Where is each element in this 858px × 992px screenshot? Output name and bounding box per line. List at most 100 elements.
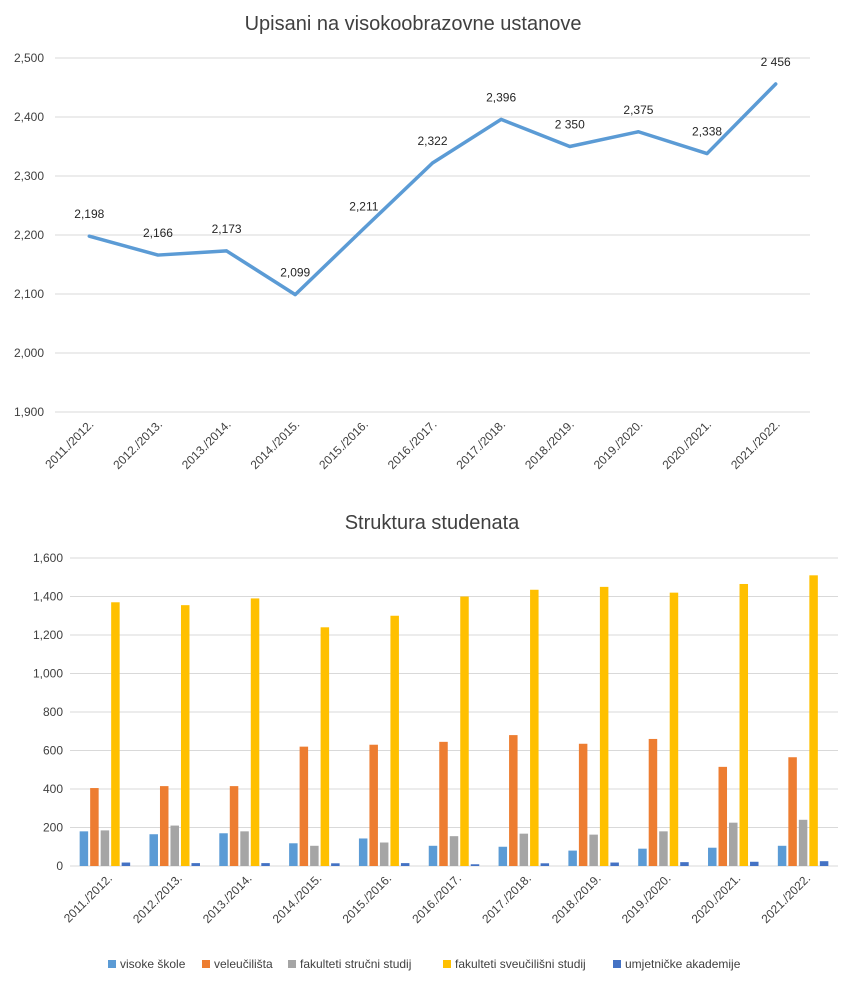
- bar-x-tick-label: 2018./2019.: [549, 871, 604, 926]
- line-data-label: 2,166: [143, 226, 173, 240]
- line-data-point: [156, 253, 160, 257]
- line-data-label: 2,099: [280, 266, 310, 280]
- line-chart-title: Upisani na visokoobrazovne ustanove: [245, 13, 582, 35]
- line-data-point: [362, 227, 366, 231]
- bar-visoke-škole: [568, 850, 577, 866]
- line-data-point: [499, 117, 503, 121]
- line-y-tick-label: 2,300: [14, 169, 44, 183]
- bar-visoke-škole: [358, 838, 368, 866]
- line-data-label: 2 350: [555, 118, 585, 132]
- line-x-tick-label: 2020./2021.: [659, 417, 714, 472]
- legend-label: umjetničke akademije: [625, 957, 741, 971]
- legend-label: fakulteti stručni studij: [300, 957, 411, 971]
- bar-visoke-škole: [79, 831, 89, 866]
- bar-umjetničke-akademije: [750, 861, 759, 866]
- line-y-tick-label: 2,000: [14, 346, 44, 360]
- bar-umjetničke-akademije: [610, 862, 619, 866]
- line-x-tick-label: 2018./2019.: [522, 417, 577, 472]
- bar-fakulteti-sveučilišni-studij: [390, 615, 399, 866]
- bar-veleučilišta: [718, 766, 728, 866]
- line-y-tick-label: 2,400: [14, 110, 44, 124]
- line-y-tick-label: 1,900: [14, 405, 44, 419]
- bar-fakulteti-sveučilišni-studij: [739, 583, 749, 866]
- line-data-label: 2 456: [761, 55, 791, 69]
- line-data-point: [636, 130, 640, 134]
- bar-y-tick-label: 0: [56, 859, 63, 873]
- bar-veleučilišta: [439, 741, 448, 866]
- bar-visoke-škole: [219, 833, 228, 866]
- line-chart: 1,900 2,000 2,100 2,200 2,300 2,400 2,500 2011.…: [14, 51, 810, 472]
- bar-veleučilišta: [788, 757, 797, 866]
- bar-veleučilišta: [648, 738, 658, 866]
- bar-x-tick-label: 2013./2014.: [200, 871, 255, 926]
- bar-fakulteti-stručni-studij: [659, 831, 668, 866]
- bar-umjetničke-akademije: [540, 863, 550, 866]
- line-data-point: [774, 82, 778, 86]
- bar-chart-title: Struktura studenata: [345, 512, 520, 534]
- bar-fakulteti-stručni-studij: [170, 825, 179, 866]
- bar-fakulteti-sveučilišni-studij: [180, 605, 190, 866]
- line-y-tick-label: 2,500: [14, 51, 44, 65]
- bar-fakulteti-stručni-studij: [379, 842, 389, 866]
- bar-umjetničke-akademije: [121, 862, 131, 866]
- bar-visoke-škole: [149, 834, 158, 866]
- legend-swatch: [202, 960, 210, 968]
- bar-veleučilišta: [299, 746, 309, 866]
- bar-x-tick-label: 2012./2013.: [130, 871, 185, 926]
- bar-visoke-škole: [638, 848, 647, 866]
- bar-fakulteti-sveučilišni-studij: [809, 575, 818, 866]
- bar-y-tick-label: 200: [43, 821, 63, 835]
- bar-x-tick-label: 2020./2021.: [689, 871, 744, 926]
- bar-fakulteti-stručni-studij: [798, 819, 808, 866]
- bar-x-tick-label: 2014./2015.: [270, 871, 325, 926]
- bar-fakulteti-sveučilišni-studij: [111, 602, 120, 866]
- bar-x-tick-label: 2019./2020.: [619, 871, 674, 926]
- line-data-point: [87, 234, 91, 238]
- bar-fakulteti-stručni-studij: [729, 822, 738, 866]
- bar-fakulteti-sveučilišni-studij: [669, 592, 679, 866]
- legend-swatch: [613, 960, 621, 968]
- bar-fakulteti-stručni-studij: [449, 836, 459, 866]
- line-data-label: 2,338: [692, 125, 722, 139]
- line-x-tick-label: 2015./2016.: [316, 417, 371, 472]
- bar-umjetničke-akademije: [261, 863, 270, 866]
- bar-y-tick-label: 1,400: [33, 590, 63, 604]
- bar-x-tick-label: 2015./2016.: [340, 871, 395, 926]
- line-x-tick-label: 2013./2014.: [179, 417, 234, 472]
- line-data-label: 2,173: [212, 222, 242, 236]
- bar-umjetničke-akademije: [400, 863, 410, 866]
- legend-swatch: [108, 960, 116, 968]
- bar-umjetničke-akademije: [680, 862, 689, 866]
- bar-fakulteti-sveučilišni-studij: [250, 598, 260, 866]
- bar-umjetničke-akademije: [191, 863, 200, 866]
- bar-visoke-škole: [708, 847, 717, 866]
- bar-fakulteti-stručni-studij: [240, 831, 249, 866]
- line-data-point: [568, 145, 572, 148]
- bar-visoke-škole: [428, 845, 438, 866]
- bar-visoke-škole: [498, 846, 508, 866]
- line-x-tick-label: 2012./2013.: [110, 417, 165, 472]
- line-x-tick-label: 2021./2022.: [728, 417, 783, 472]
- line-data-label: 2,322: [417, 134, 447, 148]
- legend-swatch: [443, 960, 451, 968]
- bar-fakulteti-stručni-studij: [310, 845, 319, 866]
- line-data-point: [705, 152, 709, 156]
- line-data-label: 2,211: [349, 200, 378, 214]
- bar-veleučilišta: [159, 786, 169, 866]
- line-y-tick-label: 2,100: [14, 287, 44, 301]
- line-data-label: 2,396: [486, 90, 516, 104]
- line-x-tick-label: 2019./2020.: [591, 417, 646, 472]
- bar-umjetničke-akademije: [819, 861, 829, 866]
- bar-veleučilišta: [90, 788, 99, 866]
- bar-y-tick-label: 1,200: [33, 628, 63, 642]
- bar-x-tick-label: 2016./2017.: [409, 871, 464, 926]
- bar-y-tick-label: 1,600: [33, 551, 63, 565]
- legend-swatch: [288, 960, 296, 968]
- bar-visoke-škole: [777, 845, 787, 866]
- bar-veleučilišta: [229, 786, 239, 866]
- bar-fakulteti-stručni-studij: [100, 830, 110, 866]
- line-data-point: [431, 161, 434, 165]
- bar-veleučilišta: [578, 743, 588, 866]
- bar-fakulteti-stručni-studij: [519, 833, 529, 866]
